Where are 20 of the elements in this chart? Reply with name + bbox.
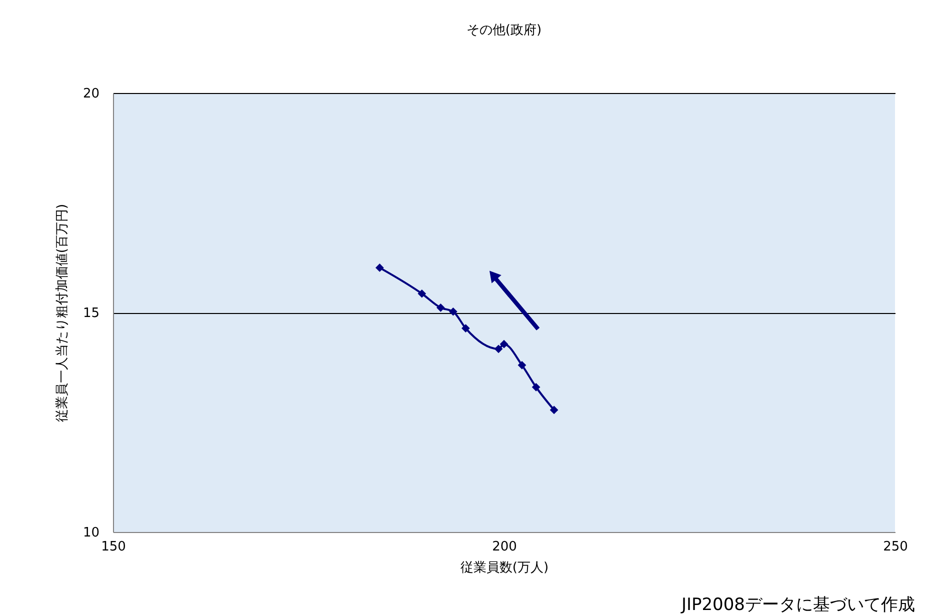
point bbox=[375, 264, 384, 272]
point bbox=[550, 406, 558, 414]
point bbox=[494, 344, 503, 354]
chart-title: その他(政府) bbox=[466, 22, 542, 38]
point bbox=[418, 289, 426, 298]
point bbox=[532, 382, 540, 392]
x-tick-label: 250 bbox=[883, 540, 908, 554]
y-tick-label: 15 bbox=[82, 306, 100, 321]
x-axis-title: 従業員数(万人) bbox=[460, 560, 549, 576]
point bbox=[448, 307, 458, 316]
point bbox=[436, 303, 445, 312]
y-tick-label: 20 bbox=[82, 86, 100, 102]
x-tick-label: 150 bbox=[101, 540, 126, 554]
y-tick-label: 10 bbox=[82, 526, 100, 540]
text: JIP2008データに基づいて作成 bbox=[680, 595, 915, 615]
point bbox=[518, 360, 526, 370]
point bbox=[462, 324, 470, 332]
y-axis-title: 従業員一人当たり粗付加価値(百万円) bbox=[54, 204, 70, 422]
x-tick-label: 200 bbox=[492, 540, 517, 554]
point bbox=[500, 340, 508, 348]
